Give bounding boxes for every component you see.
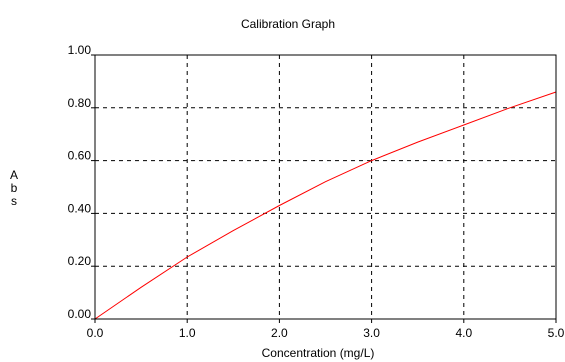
series-layer	[94, 91, 557, 320]
x-tick-label: 4.0	[455, 326, 472, 340]
chart-title: Calibration Graph	[241, 17, 335, 31]
x-tick-label: 2.0	[271, 326, 288, 340]
x-tick-label: 0.0	[87, 326, 104, 340]
y-tick-label: 0.20	[68, 254, 92, 268]
y-axis-label: Abs	[10, 168, 18, 208]
y-tick-label: 0.60	[68, 149, 92, 163]
x-tick-label: 3.0	[363, 326, 380, 340]
x-tick-label: 5.0	[548, 326, 565, 340]
y-tick-label: 0.40	[68, 201, 92, 215]
x-axis-label: Concentration (mg/L)	[262, 346, 375, 360]
y-axis-label-letter: A	[10, 168, 18, 182]
y-axis-label-letter: b	[11, 181, 18, 195]
x-tick-label: 1.0	[179, 326, 196, 340]
y-axis-label-letter: s	[11, 194, 17, 208]
series-line	[94, 91, 557, 320]
grid	[95, 55, 556, 319]
plot-frame	[94, 54, 557, 320]
y-tick-label: 0.80	[68, 96, 92, 110]
y-tick-label: 0.00	[68, 307, 92, 321]
tick-labels: 0.0 1.0 2.0 3.0 4.0 5.0 0.00 0.20 0.40 0.60 0.80 1.…	[68, 43, 565, 340]
y-tick-label: 1.00	[68, 43, 92, 57]
